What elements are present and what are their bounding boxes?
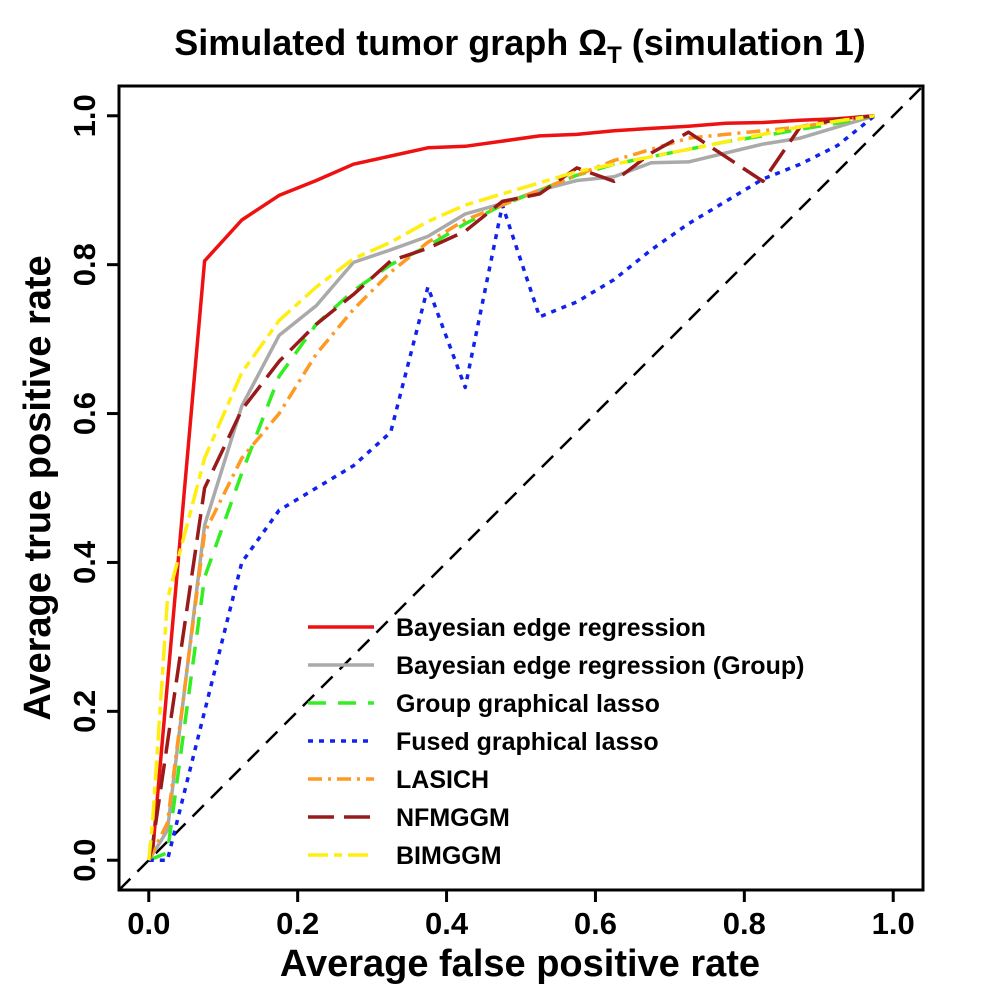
legend-label-5: NFMGGM [396, 804, 510, 832]
x-tick-label: 0.0 [127, 906, 170, 941]
legend-label-2: Group graphical lasso [396, 690, 660, 718]
series-line-4 [147, 114, 875, 861]
legend-label-0: Bayesian edge regression [396, 614, 706, 642]
x-tick-label: 0.4 [425, 906, 469, 941]
legend: Bayesian edge regression Bayesian edge re… [308, 614, 804, 870]
y-tick-label: 0.8 [67, 243, 102, 286]
x-tick-label: 0.8 [723, 906, 766, 941]
series-line-5 [147, 114, 875, 861]
x-tick-label: 0.6 [574, 906, 617, 941]
y-tick-label: 0.0 [67, 839, 102, 882]
x-tick-label: 0.2 [276, 906, 319, 941]
x-axis-label: Average false positive rate [280, 943, 760, 985]
series-line-6 [147, 114, 875, 861]
series-line-2 [148, 114, 875, 862]
y-tick-label: 0.6 [67, 392, 102, 435]
plot-frame [117, 84, 925, 892]
y-axis: 0.0 0.2 0.4 0.6 0.8 1.0 [67, 94, 119, 882]
legend-label-1: Bayesian edge regression (Group) [396, 652, 804, 680]
y-axis-label: Average true positive rate [17, 255, 59, 720]
x-axis: 0.0 0.2 0.4 0.6 0.8 1.0 [127, 890, 915, 941]
diagonal-reference-line [119, 86, 923, 890]
series-line-0 [147, 114, 875, 861]
legend-label-4: LASICH [396, 766, 489, 794]
legend-label-3: Fused graphical lasso [396, 728, 659, 756]
x-tick-label: 1.0 [872, 906, 915, 941]
y-tick-label: 0.4 [67, 540, 102, 584]
y-tick-label: 0.2 [67, 690, 102, 733]
y-tick-label: 1.0 [67, 94, 102, 137]
chart-title: Simulated tumor graph ΩT (simulation 1) [174, 22, 866, 69]
legend-label-6: BIMGGM [396, 842, 502, 870]
